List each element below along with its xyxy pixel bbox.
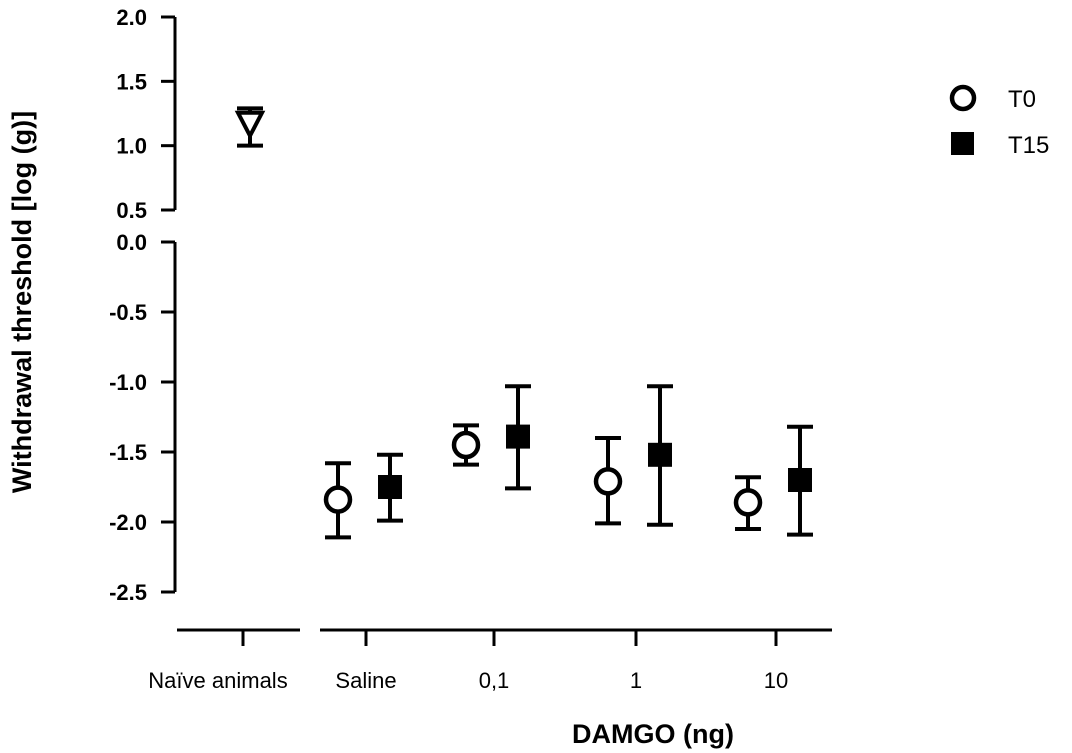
x-tick-label-2: 0,1	[479, 668, 510, 693]
y-tick-group: 2.0 1.5 1.0 0.5 0.0 -0.5 -1.0 -1.5 -2.0 -2.5	[109, 5, 175, 605]
x-axis-group: Naïve animals Saline 0,1 1 10	[148, 628, 832, 693]
series-t15-point-3-marker	[788, 468, 812, 492]
y-lower-tick-label-0: 0.0	[116, 230, 147, 255]
x-tick-label-3: 1	[630, 668, 642, 693]
y-lower-tick-label-3: -1.5	[109, 440, 147, 465]
y-upper-tick-label-0: 2.0	[116, 5, 147, 30]
legend-label-t0: T0	[1008, 86, 1036, 113]
naive-point-marker	[234, 110, 266, 141]
legend-label-t15: T15	[1008, 132, 1049, 159]
y-lower-tick-label-1: -0.5	[109, 300, 147, 325]
series-t0-point-1-marker	[451, 430, 481, 460]
x-tick-label-0: Naïve animals	[148, 668, 287, 693]
legend: T0 T15	[949, 84, 1049, 159]
y-upper-tick-label-1: 1.5	[116, 69, 147, 94]
y-lower-tick-label-2: -1.0	[109, 370, 147, 395]
legend-marker-t0	[949, 84, 977, 112]
legend-marker-t15	[951, 132, 974, 155]
y-lower-tick-label-4: -2.0	[109, 510, 147, 535]
y-upper-tick-label-2: 1.0	[116, 134, 147, 159]
data-points-group	[234, 106, 813, 540]
y-axis-title: Withdrawal threshold [log (g)]	[7, 111, 37, 493]
series-t15-point-2-marker	[648, 442, 672, 467]
series-t15-point-0-marker	[378, 475, 402, 499]
x-axis-title: DAMGO (ng)	[572, 719, 734, 749]
series-t15-point-1-marker	[506, 424, 530, 449]
y-lower-tick-label-5: -2.5	[109, 580, 147, 605]
y-upper-tick-label-3: 0.5	[116, 198, 147, 223]
series-t0-point-2-marker	[593, 467, 623, 496]
x-tick-label-1: Saline	[335, 668, 396, 693]
series-t0-point-3-marker	[733, 488, 763, 517]
x-tick-label-4: 10	[764, 668, 788, 693]
series-t0-point-0-marker	[323, 485, 353, 514]
